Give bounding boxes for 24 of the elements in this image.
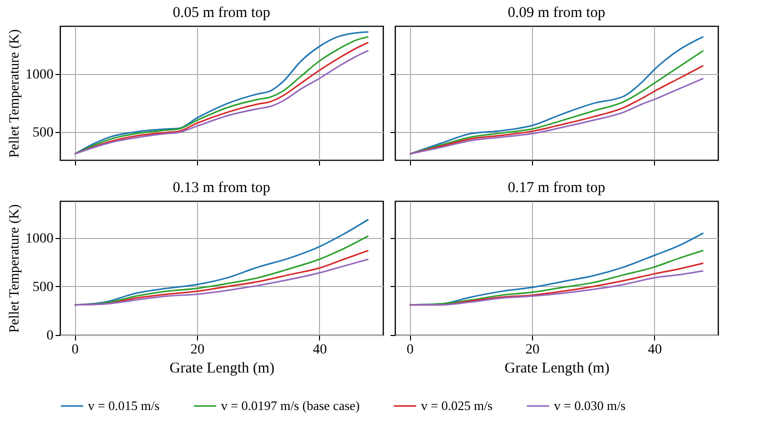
x-tick-label: 40: [648, 342, 662, 358]
y-tick-label: 0: [46, 328, 54, 344]
chart-title: 0.09 m from top: [508, 5, 606, 21]
line-series: [74, 258, 370, 306]
x-tick-label: 20: [526, 342, 540, 358]
y-tick-label: 1000: [26, 231, 54, 246]
x-tick-label: 20: [190, 342, 205, 358]
legend-label: v = 0.030 m/s: [554, 398, 626, 413]
y-tick-label: 1000: [26, 67, 54, 82]
x-tick-label: 0: [406, 342, 414, 358]
y-axis-title: Pellet Temperature (K): [8, 28, 22, 158]
chart-title: 0.13 m from top: [172, 180, 270, 196]
x-tick-label: 40: [312, 342, 327, 358]
y-tick-label: 500: [32, 125, 54, 140]
chart-title: 0.17 m from top: [508, 180, 606, 196]
chart-title: 0.05 m from top: [172, 5, 270, 21]
legend-label: v = 0.0197 m/s (base case): [221, 398, 360, 413]
y-tick-label: 500: [32, 280, 54, 295]
y-axis-title: Pellet Temperature (K): [8, 204, 22, 333]
legend-label: v = 0.015 m/s: [88, 398, 160, 413]
x-axis-title: Grate Length (m): [170, 360, 274, 376]
x-tick-label: 0: [72, 342, 79, 358]
x-axis-title: Grate Length (m): [504, 360, 610, 376]
legend-label: v = 0.025 m/s: [421, 398, 493, 413]
